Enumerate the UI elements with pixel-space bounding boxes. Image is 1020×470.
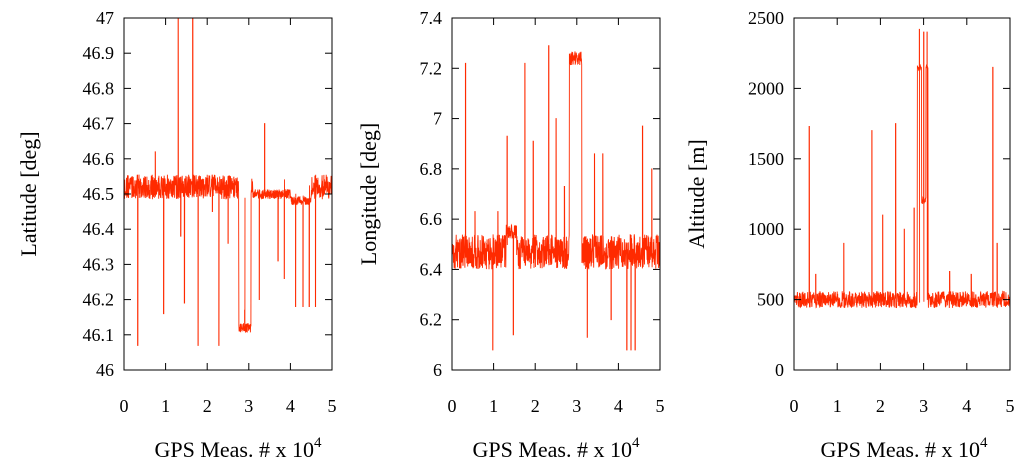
y-tick-label: 6 (433, 360, 442, 380)
latitude-panel: 0 1 2 3 4 5 46 46.1 46.2 46.3 46.4 46.5 46.6 46.7 46.8… (16, 8, 337, 462)
x-tick-label: 5 (328, 396, 337, 416)
x-tick-label: 2 (876, 396, 885, 416)
x-tick-label: 0 (448, 396, 457, 416)
y-tick-label: 46 (96, 360, 114, 380)
series-line (451, 45, 661, 351)
y-tick-label: 46.2 (83, 290, 115, 310)
y-axis-label: Longitude [deg] (356, 123, 381, 265)
y-tick-label: 46.4 (83, 219, 115, 239)
series-line (793, 28, 1011, 309)
x-tick-label: 2 (531, 396, 540, 416)
x-tick-label: 5 (1006, 396, 1015, 416)
x-tick-label: 1 (833, 396, 842, 416)
y-tick-label: 46.9 (83, 43, 115, 63)
plot-frame (451, 17, 661, 371)
x-tick-label: 0 (790, 396, 799, 416)
y-tick-label: 500 (757, 290, 784, 310)
y-tick-label: 6.2 (420, 310, 443, 330)
y-axis-label: Altitude [m] (684, 139, 709, 248)
y-tick-label: 46.7 (83, 114, 115, 134)
x-tick-label: 1 (489, 396, 498, 416)
y-tick-label: 1000 (748, 219, 784, 239)
plot-frame (793, 17, 1011, 371)
y-tick-label: 1500 (748, 149, 784, 169)
x-axis-label: GPS Meas. # x 104 (820, 435, 988, 462)
x-axis-label-exponent: 4 (980, 435, 988, 451)
x-tick-label: 3 (244, 396, 253, 416)
y-tick-label: 2500 (748, 8, 784, 28)
y-tick-label: 0 (775, 360, 784, 380)
x-tick-label: 4 (286, 396, 295, 416)
y-tick-label: 46.6 (83, 149, 115, 169)
y-tick-label: 46.8 (83, 78, 115, 98)
x-tick-label: 4 (962, 396, 971, 416)
x-tick-label: 1 (161, 396, 170, 416)
y-tick-label: 7 (433, 109, 442, 129)
y-tick-label: 47 (96, 8, 114, 28)
x-axis-label: GPS Meas. # x 104 (472, 435, 640, 462)
x-axis-label: GPS Meas. # x 104 (154, 435, 322, 462)
x-axis-label-exponent: 4 (632, 435, 640, 451)
longitude-panel: 0 1 2 3 4 5 6 6.2 6.4 6.6 6.8 7 7.2 7.4 GPS Meas. # x … (356, 8, 665, 462)
x-tick-label: 4 (614, 396, 623, 416)
y-tick-label: 7.2 (420, 58, 443, 78)
y-tick-label: 46.1 (83, 325, 115, 345)
y-tick-label: 46.5 (83, 184, 115, 204)
x-tick-label: 3 (919, 396, 928, 416)
x-tick-label: 3 (572, 396, 581, 416)
x-axis-label-text: GPS Meas. # x 10 (472, 437, 632, 462)
x-tick-label: 0 (120, 396, 129, 416)
y-tick-label: 6.4 (420, 259, 443, 279)
y-tick-label: 46.3 (83, 254, 115, 274)
y-tick-label: 6.6 (420, 209, 443, 229)
x-axis-label-text: GPS Meas. # x 10 (820, 437, 980, 462)
x-tick-label: 2 (203, 396, 212, 416)
y-tick-label: 7.4 (420, 8, 443, 28)
x-axis-label-text: GPS Meas. # x 10 (154, 437, 314, 462)
altitude-panel: 0 1 2 3 4 5 0 500 1000 1500 2000 2500 GPS Meas. # x … (684, 8, 1015, 462)
series-line (123, 17, 333, 346)
y-tick-label: 2000 (748, 78, 784, 98)
y-tick-label: 6.8 (420, 159, 443, 179)
x-tick-label: 5 (656, 396, 665, 416)
x-axis-label-exponent: 4 (314, 435, 322, 451)
y-axis-label: Latitude [deg] (16, 131, 41, 256)
